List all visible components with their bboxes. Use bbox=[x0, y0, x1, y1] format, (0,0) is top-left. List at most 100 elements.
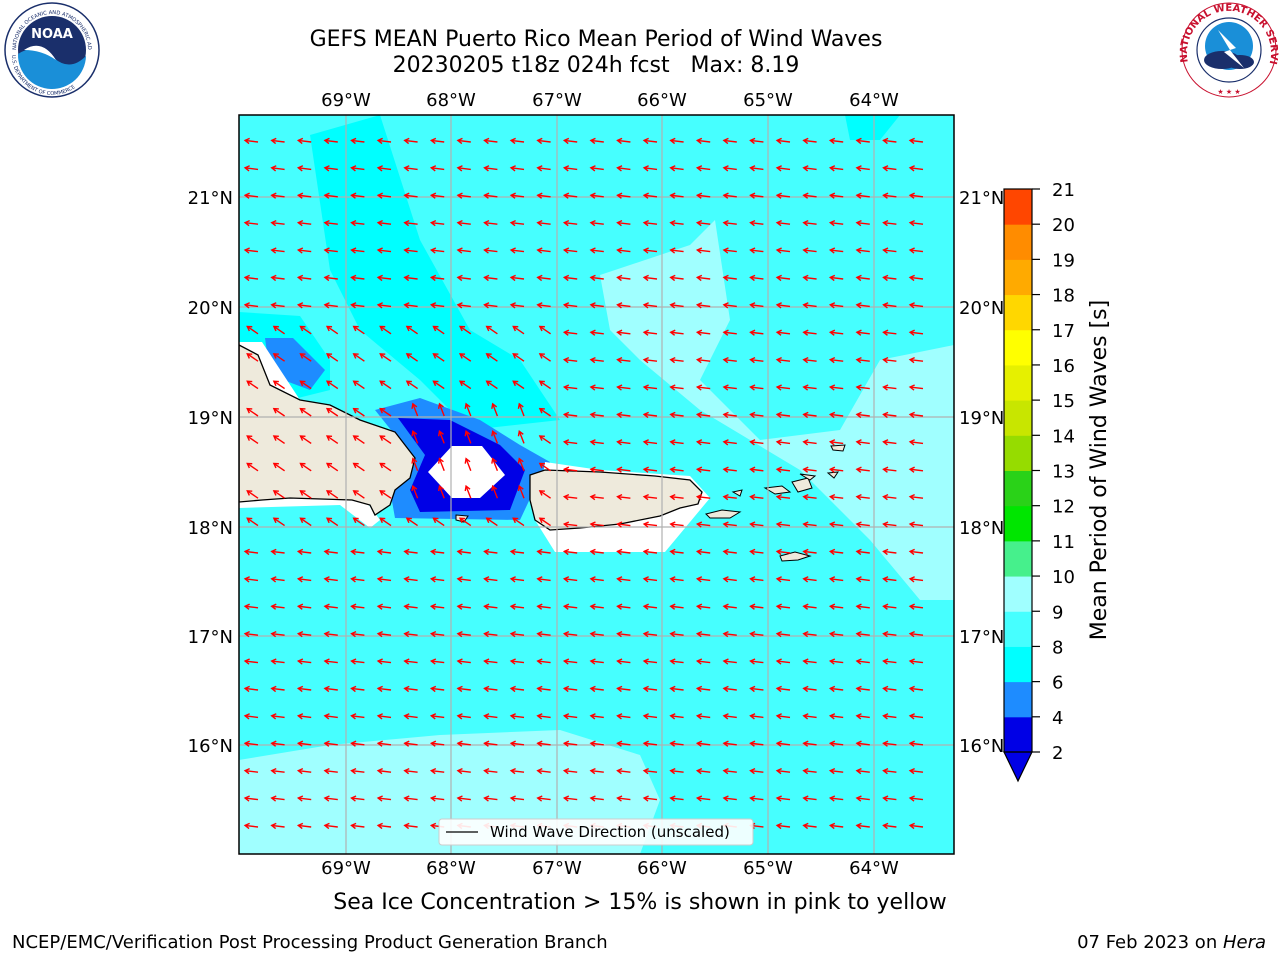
wind-arrow bbox=[509, 795, 525, 802]
wind-arrow bbox=[775, 658, 791, 665]
wind-arrow bbox=[243, 603, 259, 610]
colorbar-segment bbox=[1004, 576, 1032, 612]
wind-arrow bbox=[350, 302, 365, 309]
wind-arrow bbox=[616, 548, 631, 556]
wind-arrow bbox=[243, 658, 259, 665]
wind-arrow bbox=[908, 548, 924, 556]
wind-arrow bbox=[376, 548, 392, 556]
legend-label: Wind Wave Direction (unscaled) bbox=[490, 823, 730, 841]
lon-label-bottom: 65°W bbox=[743, 858, 793, 879]
wind-arrow bbox=[749, 767, 764, 775]
wind-arrow bbox=[722, 356, 737, 364]
wind-arrow bbox=[669, 411, 684, 419]
wind-arrow bbox=[669, 713, 684, 720]
wind-arrow bbox=[642, 493, 658, 501]
wind-arrow bbox=[642, 411, 658, 419]
wind-arrow bbox=[616, 740, 631, 747]
wind-arrow bbox=[855, 274, 870, 282]
colorbar-tick-label: 20 bbox=[1052, 215, 1075, 236]
wind-arrow bbox=[775, 137, 791, 145]
wind-arrow bbox=[299, 435, 312, 444]
wind-arrow bbox=[749, 466, 764, 473]
wind-arrow bbox=[379, 380, 392, 390]
wind-arrow bbox=[882, 165, 897, 172]
wind-arrow bbox=[270, 685, 285, 693]
wind-arrow bbox=[296, 576, 312, 583]
colorbar-segment bbox=[1004, 540, 1032, 577]
wind-arrow bbox=[379, 407, 392, 417]
lon-label-bottom: 68°W bbox=[426, 858, 476, 879]
wind-arrow bbox=[802, 247, 817, 254]
wind-arrow bbox=[429, 247, 445, 254]
wind-arrow bbox=[405, 325, 418, 335]
colorbar: 2 4 6 8 9 10 11 12 13 14 15 16 17 18 19 20 21 Mean Perio… bbox=[1003, 180, 1112, 783]
wind-arrow bbox=[642, 603, 658, 610]
wind-arrow bbox=[616, 356, 631, 364]
colorbar-tick-label: 8 bbox=[1052, 637, 1063, 658]
wind-arrow bbox=[403, 740, 418, 747]
wind-arrow bbox=[562, 795, 578, 802]
wind-arrow bbox=[509, 740, 525, 747]
wind-arrow bbox=[379, 353, 392, 362]
wind-arrow bbox=[749, 329, 764, 336]
wind-arrow bbox=[243, 274, 259, 282]
wind-arrow bbox=[616, 576, 631, 583]
wind-arrow bbox=[270, 822, 285, 830]
wind-arrow bbox=[669, 603, 684, 610]
wind-arrow bbox=[464, 402, 472, 417]
wind-arrow bbox=[411, 457, 419, 472]
lon-labels-bottom: 69°W 68°W 67°W 66°W 65°W 64°W bbox=[321, 858, 899, 879]
wind-arrow bbox=[483, 658, 498, 665]
colorbar-tick-label: 12 bbox=[1052, 497, 1075, 518]
wind-arrow bbox=[908, 576, 924, 583]
wind-arrow bbox=[722, 466, 737, 473]
wind-arrow bbox=[562, 165, 578, 172]
wind-arrow bbox=[589, 685, 604, 693]
wind-arrow bbox=[589, 493, 604, 501]
wind-arrow bbox=[802, 192, 817, 199]
wind-arrow bbox=[246, 380, 259, 390]
wind-arrow bbox=[669, 630, 684, 638]
wind-arrow bbox=[908, 192, 924, 199]
wind-arrow bbox=[483, 685, 498, 693]
wind-arrow bbox=[722, 685, 737, 693]
wind-arrow bbox=[775, 521, 791, 528]
wind-arrow bbox=[642, 658, 658, 665]
wind-arrow bbox=[642, 630, 658, 638]
wind-arrow bbox=[855, 411, 870, 419]
wind-arrow bbox=[802, 274, 817, 282]
footer-host: Hera bbox=[1222, 932, 1266, 953]
wind-arrow bbox=[270, 247, 285, 254]
wind-arrow bbox=[509, 274, 525, 282]
wind-arrow bbox=[908, 329, 924, 336]
wind-arrow bbox=[722, 740, 737, 747]
wind-arrow bbox=[350, 658, 365, 665]
wind-arrow bbox=[483, 576, 498, 583]
colorbar-segment bbox=[1004, 681, 1032, 718]
wind-arrow bbox=[562, 439, 578, 446]
wind-arrow bbox=[802, 329, 817, 336]
wind-arrow bbox=[828, 493, 844, 501]
wind-arrow bbox=[403, 822, 418, 830]
puerto-rico-land bbox=[529, 469, 703, 531]
wind-arrow bbox=[855, 521, 870, 528]
wind-arrow bbox=[722, 576, 737, 583]
wind-arrow bbox=[669, 521, 684, 528]
lon-label-top: 66°W bbox=[637, 90, 687, 111]
wind-arrow bbox=[456, 247, 471, 254]
wind-arrow bbox=[695, 384, 711, 391]
wind-arrow bbox=[517, 402, 525, 417]
wind-arrow bbox=[350, 165, 365, 172]
wind-arrow bbox=[376, 740, 392, 747]
wind-arrow bbox=[589, 247, 604, 254]
wind-arrow bbox=[299, 462, 312, 472]
wind-arrow bbox=[722, 713, 737, 720]
wind-arrow bbox=[695, 439, 711, 446]
wind-arrow bbox=[695, 767, 711, 775]
wind-arrow bbox=[589, 795, 604, 802]
wind-arrow bbox=[350, 274, 365, 282]
wind-arrow bbox=[882, 219, 897, 227]
wind-arrow bbox=[429, 165, 445, 172]
wind-arrow bbox=[485, 380, 498, 390]
wind-arrow bbox=[642, 767, 658, 775]
